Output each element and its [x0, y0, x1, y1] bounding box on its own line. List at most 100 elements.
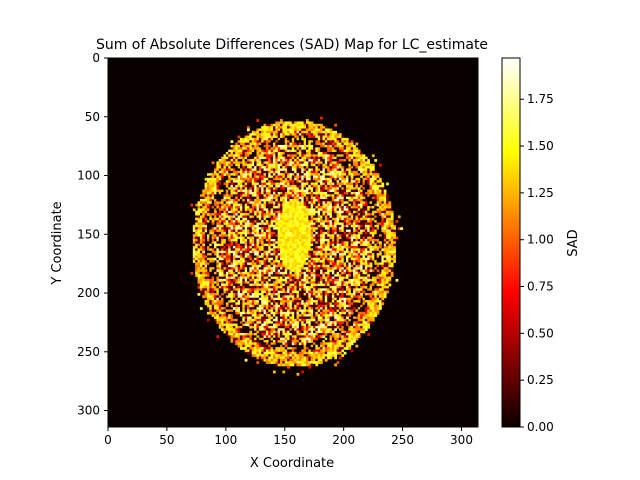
- heatmap-cell: [315, 149, 319, 153]
- heatmap-cell: [367, 175, 370, 179]
- heatmap-cell: [324, 206, 328, 209]
- heatmap-cell: [225, 229, 229, 233]
- heatmap-cell: [244, 276, 248, 280]
- heatmap-cell: [367, 253, 370, 256]
- heatmap-cell: [310, 246, 314, 249]
- heatmap-cell: [301, 187, 305, 191]
- heatmap-cell: [289, 253, 293, 256]
- heatmap-cell: [343, 243, 347, 247]
- heatmap-cell: [202, 271, 206, 275]
- heatmap-cell: [249, 241, 253, 245]
- heatmap-cell: [298, 149, 302, 153]
- heatmap-cell: [258, 130, 262, 134]
- heatmap-cell: [221, 220, 224, 223]
- heatmap-cell: [268, 255, 272, 259]
- heatmap-cell: [249, 166, 253, 169]
- heatmap-cell: [282, 170, 286, 174]
- heatmap-cell: [237, 278, 241, 282]
- heatmap-cell: [204, 210, 208, 214]
- heatmap-cell: [322, 234, 326, 238]
- heatmap-cell: [282, 238, 286, 242]
- heatmap-cell: [294, 246, 297, 249]
- heatmap-cell: [268, 166, 272, 169]
- heatmap-cell: [353, 156, 356, 160]
- heatmap-cell: [254, 257, 257, 261]
- heatmap-cell: [310, 241, 314, 245]
- heatmap-cell: [338, 264, 342, 268]
- heatmap-cell: [350, 206, 354, 209]
- heatmap-cell: [313, 231, 316, 235]
- heatmap-cell: [397, 215, 401, 219]
- heatmap-cell: [310, 234, 314, 238]
- heatmap-cell: [270, 215, 274, 219]
- heatmap-cell: [317, 278, 321, 282]
- heatmap-cell: [317, 276, 321, 280]
- heatmap-cell: [346, 152, 349, 155]
- heatmap-cell: [383, 236, 387, 240]
- heatmap-cell: [221, 267, 224, 270]
- heatmap-cell: [235, 269, 239, 273]
- heatmap-cell: [329, 166, 333, 169]
- heatmap-cell: [322, 271, 326, 275]
- heatmap-cell: [204, 206, 208, 209]
- heatmap-cell: [287, 248, 290, 252]
- heatmap-cell: [258, 154, 262, 158]
- heatmap-cell: [388, 234, 392, 238]
- heatmap-cell: [362, 246, 366, 249]
- heatmap-cell: [235, 274, 239, 277]
- heatmap-cell: [225, 248, 229, 252]
- heatmap-cell: [331, 267, 335, 270]
- heatmap-cell: [336, 156, 340, 160]
- heatmap-cell: [331, 180, 335, 183]
- heatmap-cell: [324, 238, 328, 242]
- heatmap-cell: [225, 269, 229, 273]
- heatmap-cell: [277, 271, 281, 275]
- heatmap-cell: [305, 281, 309, 285]
- heatmap-cell: [218, 199, 222, 202]
- heatmap-cell: [204, 224, 208, 228]
- heatmap-cell: [242, 262, 246, 266]
- heatmap-cell: [324, 210, 328, 214]
- heatmap-cell: [329, 231, 333, 235]
- heatmap-cell: [228, 250, 231, 254]
- heatmap-cell: [235, 215, 239, 219]
- heatmap-cell: [386, 229, 389, 233]
- heatmap-cell: [221, 250, 224, 254]
- heatmap-cell: [287, 220, 290, 223]
- heatmap-cell: [294, 203, 297, 207]
- heatmap-cell: [280, 170, 283, 174]
- heatmap-cell: [329, 128, 333, 132]
- heatmap-cell: [317, 250, 321, 254]
- heatmap-cell: [272, 213, 276, 216]
- heatmap-cell: [272, 238, 276, 242]
- heatmap-cell: [251, 206, 255, 209]
- heatmap-cell: [305, 262, 309, 266]
- heatmap-cell: [284, 126, 288, 129]
- heatmap-cell: [272, 123, 276, 127]
- heatmap-cell: [386, 201, 389, 205]
- heatmap-cell: [282, 281, 286, 285]
- heatmap-cell: [305, 267, 309, 270]
- heatmap-cell: [289, 182, 293, 186]
- heatmap-cell: [237, 199, 241, 202]
- heatmap-cell: [204, 262, 208, 266]
- heatmap-cell: [258, 140, 262, 144]
- heatmap-cell: [221, 166, 224, 169]
- heatmap-cell: [320, 177, 323, 181]
- heatmap-cell: [258, 234, 262, 238]
- heatmap-cell: [284, 180, 288, 183]
- heatmap-cell: [397, 227, 401, 230]
- heatmap-cell: [232, 191, 236, 195]
- heatmap-cell: [223, 246, 227, 249]
- heatmap-cell: [204, 271, 208, 275]
- heatmap-cell: [386, 206, 389, 209]
- heatmap-cell: [291, 201, 295, 205]
- heatmap-cell: [334, 246, 337, 249]
- heatmap-cell: [254, 208, 257, 212]
- heatmap-cell: [305, 189, 309, 193]
- heatmap-cell: [195, 231, 198, 235]
- heatmap-cell: [308, 243, 312, 247]
- heatmap-cell: [313, 255, 316, 259]
- heatmap-cell: [329, 199, 333, 202]
- heatmap-cell: [308, 269, 312, 273]
